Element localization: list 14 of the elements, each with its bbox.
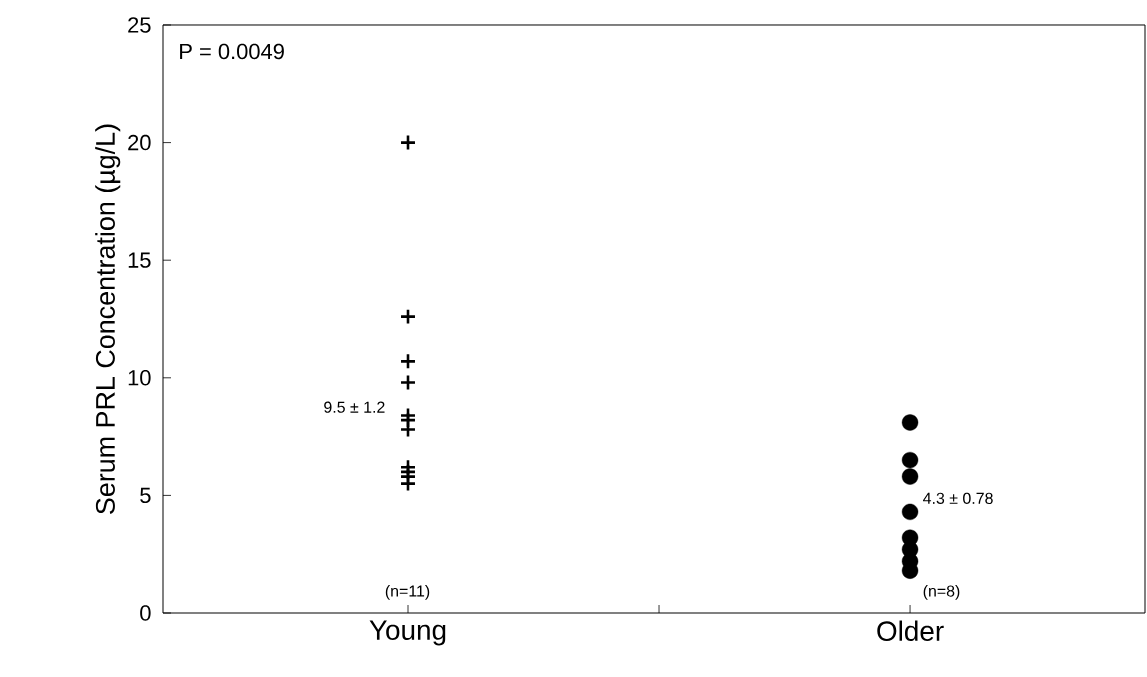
y-axis-title: Serum PRL Concentration (µg/L) <box>95 124 121 514</box>
y-tick-label: 10 <box>128 370 151 386</box>
x-tick-label: Older <box>877 620 944 641</box>
y-tick-label: 5 <box>140 487 151 504</box>
annotation: 4.3 ± 0.78 <box>923 492 993 504</box>
annotation: P = 0.0049 <box>180 43 284 60</box>
y-tick-label: 15 <box>128 252 151 268</box>
annotation: (n=11) <box>385 585 430 600</box>
annotation: (n=8) <box>923 585 960 600</box>
annotation: 9.5 ± 1.2 <box>324 401 385 413</box>
y-tick-label: 25 <box>128 17 151 33</box>
x-tick-label: Young <box>369 620 446 646</box>
y-tick-label: 0 <box>140 605 151 621</box>
y-tick-label: 20 <box>128 134 151 151</box>
